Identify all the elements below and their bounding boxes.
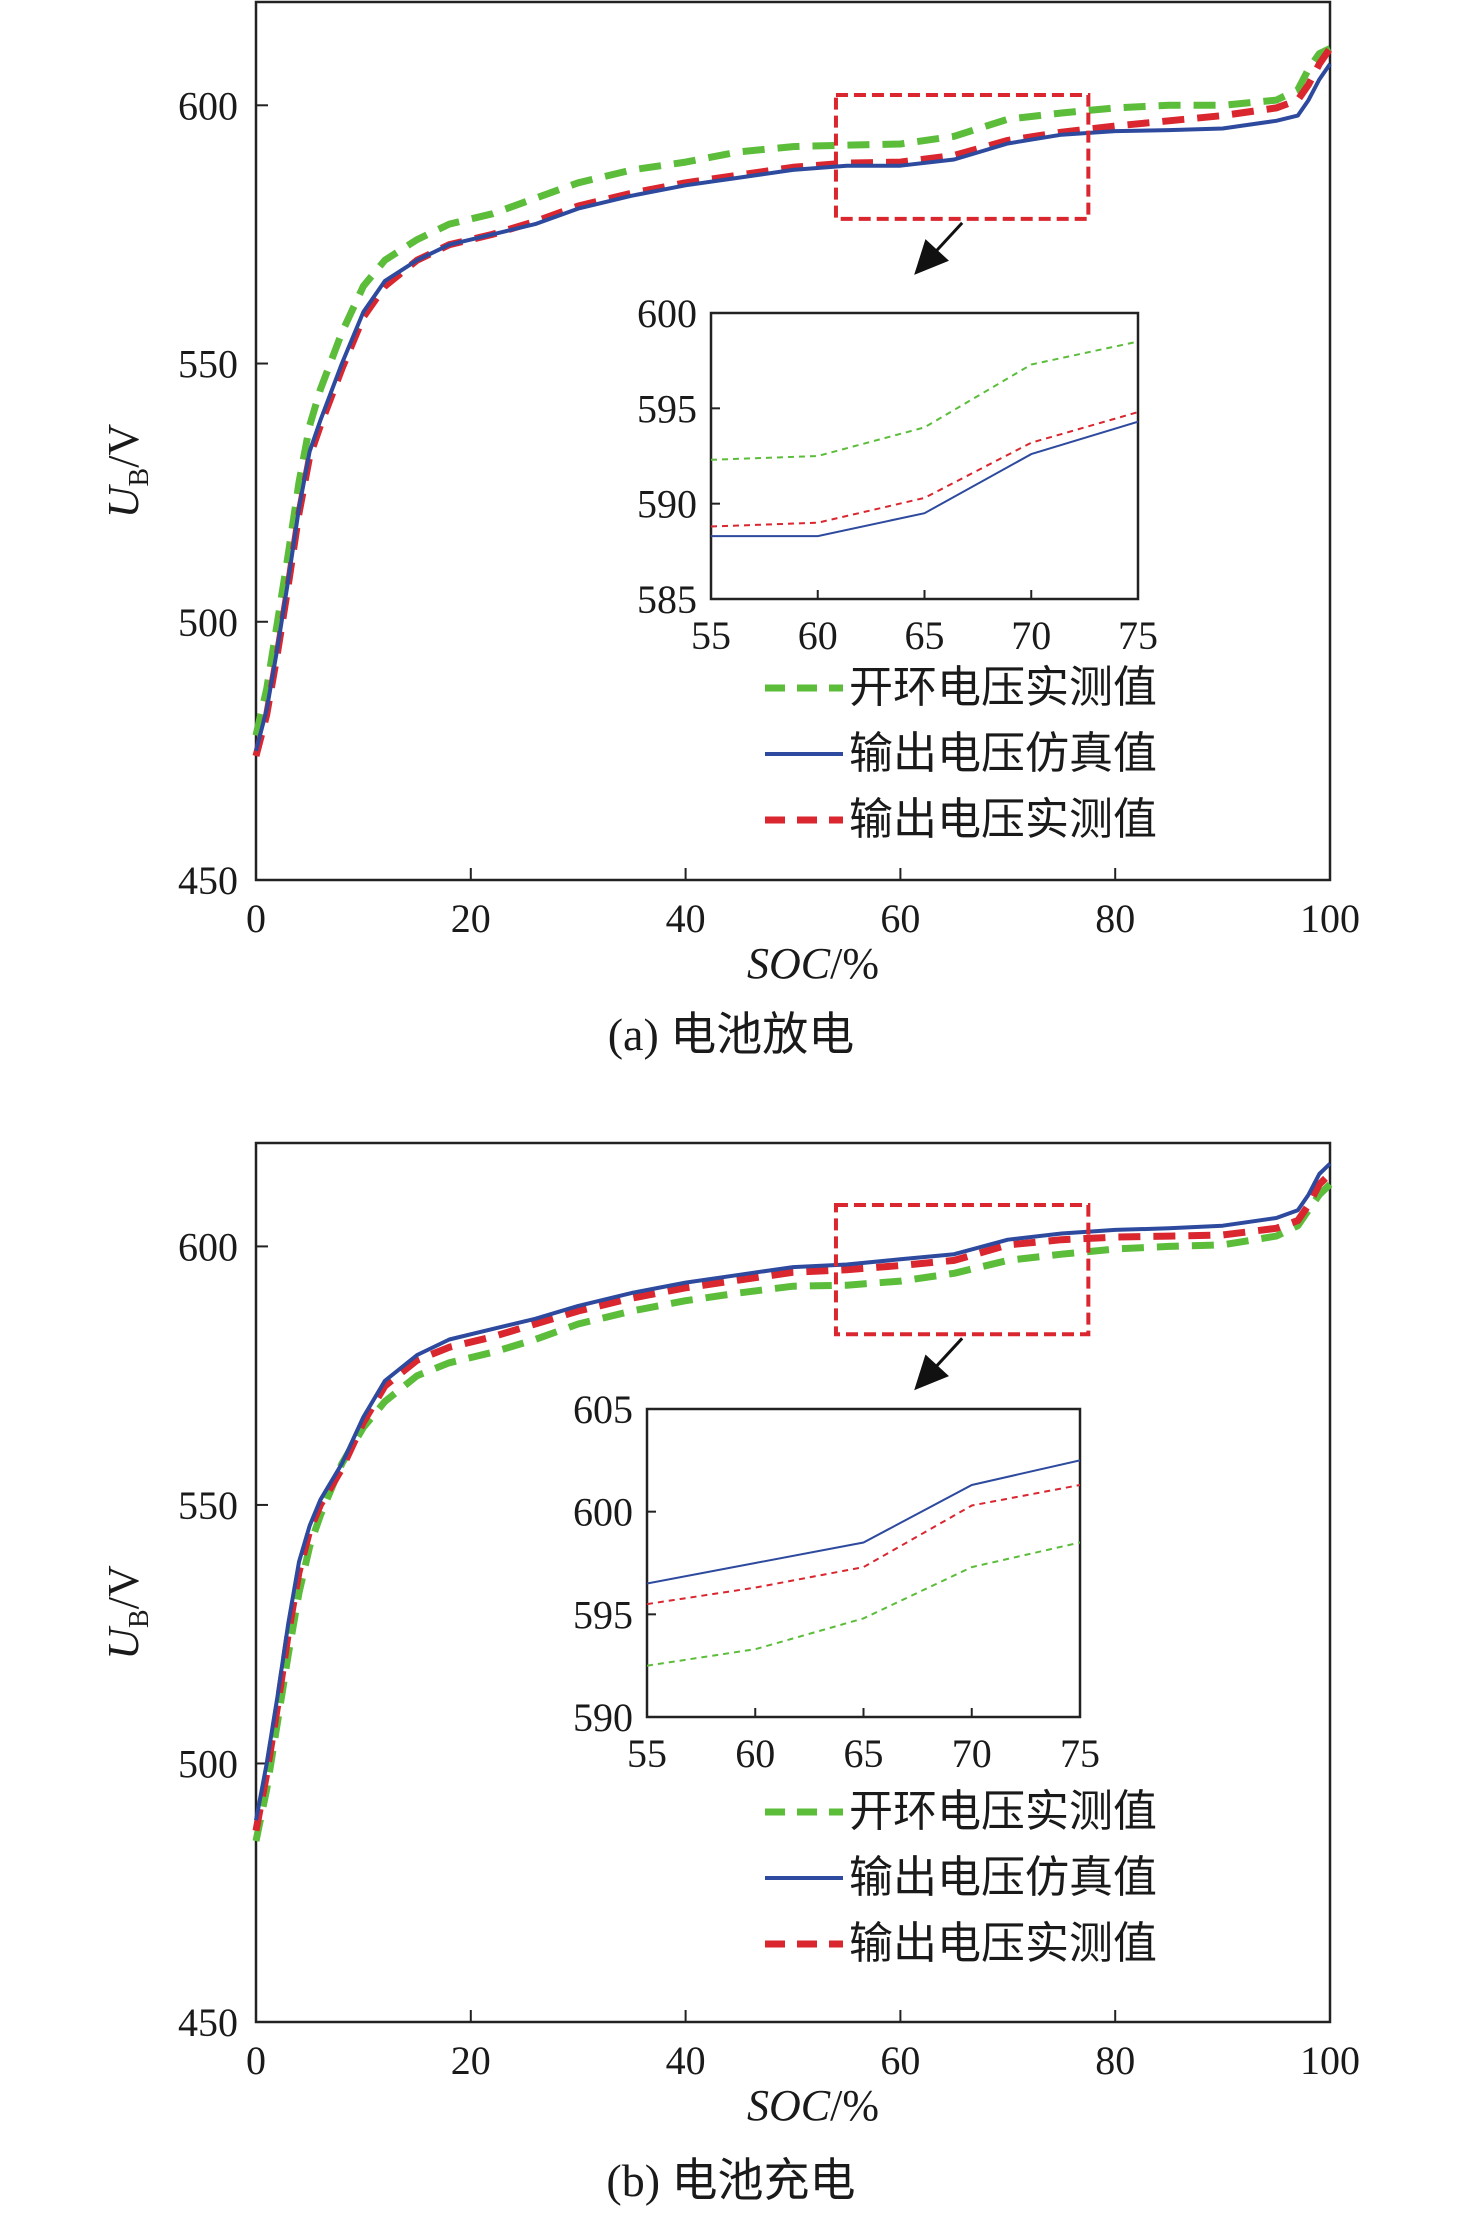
- legend-label: 开环电压实测值: [849, 1786, 1157, 1837]
- zoom-region-box: [833, 1203, 1091, 1337]
- series-line-output-simulated: [254, 1162, 1332, 1821]
- inset-x-tick-label: 65: [905, 613, 945, 658]
- x-tick-label: 80: [1095, 2038, 1135, 2083]
- main-plot-a: 0 20 40 60 80 100 450 500 550 600 UB/V SOC/%: [99, 0, 1360, 988]
- zoom-box-b: [833, 1203, 1091, 1391]
- main-plot-b: 0 20 40 60 80 100 450 500 550 600 UB/V SOC/%: [99, 1141, 1360, 2130]
- inset-y-tick-label: 585: [637, 577, 697, 622]
- panel-b: 0 20 40 60 80 100 450 500 550 600 UB/V SOC/% 55 60 65…: [99, 1141, 1360, 2206]
- inset-y-tick-label: 590: [573, 1695, 633, 1740]
- x-tick-label: 20: [451, 896, 491, 941]
- legend-label: 输出电压仿真值: [849, 728, 1157, 779]
- y-axis-label-main: U: [99, 1625, 148, 1660]
- x-tick-label: 60: [880, 2038, 920, 2083]
- y-tick-label: 500: [178, 1741, 238, 1786]
- legend-label: 输出电压实测值: [849, 1918, 1157, 1969]
- x-axis-label: SOC/%: [747, 2081, 879, 2130]
- inset-series-line-output-simulated: [711, 420, 1138, 538]
- inset-x-tick-label: 60: [798, 613, 838, 658]
- x-tick-label: 0: [246, 896, 266, 941]
- inset-x-tick-label: 65: [844, 1731, 884, 1776]
- y-tick-label: 500: [178, 600, 238, 645]
- y-tick-label: 450: [178, 2000, 238, 2045]
- x-tick-label: 80: [1095, 896, 1135, 941]
- inset-series-line-output-measured: [711, 411, 1138, 528]
- x-tick-label: 20: [451, 2038, 491, 2083]
- inset-y-tick-label: 595: [637, 386, 697, 431]
- x-tick-label: 40: [666, 896, 706, 941]
- plot-frame: [254, 0, 1332, 882]
- x-tick-label: 0: [246, 2038, 266, 2083]
- y-tick-label: 450: [178, 858, 238, 903]
- inset-x-tick-label: 55: [691, 613, 731, 658]
- inset-x-tick-label: 70: [952, 1731, 992, 1776]
- y-axis-label-unit: /V: [99, 1565, 148, 1609]
- inset-y-tick-label: 590: [637, 482, 697, 527]
- series-line-open-circuit-measured: [252, 45, 1332, 737]
- y-axis-label: UB/V: [99, 424, 155, 519]
- series-line-open-circuit-measured: [252, 1181, 1333, 1842]
- inset-y-tick-label: 600: [573, 1490, 633, 1535]
- series-line-output-measured: [252, 46, 1333, 757]
- y-tick-label: 600: [178, 1224, 238, 1269]
- x-axis-label-unit: /%: [830, 2081, 879, 2130]
- inset-x-tick-label: 75: [1118, 613, 1158, 658]
- inset-series-line-open-circuit-measured: [711, 340, 1138, 461]
- x-axis-label-unit: /%: [830, 939, 879, 988]
- plot-frame: [254, 1141, 1332, 2024]
- y-axis-label-unit: /V: [99, 424, 148, 468]
- inset-frame: [709, 311, 1140, 601]
- panel-a: 0 20 40 60 80 100 450 500 550 600 UB/V SOC/% 55 60 65…: [99, 0, 1360, 1060]
- x-tick-label: 60: [880, 896, 920, 941]
- legend-label: 开环电压实测值: [849, 662, 1157, 713]
- x-axis-label: SOC/%: [747, 939, 879, 988]
- x-axis-label-main: SOC: [747, 939, 831, 988]
- x-tick-label: 100: [1300, 2038, 1360, 2083]
- y-axis-label: UB/V: [99, 1565, 155, 1660]
- series-line-output-simulated: [254, 62, 1332, 752]
- caption-b: (b) 电池充电: [606, 2155, 855, 2206]
- zoom-region-box: [833, 92, 1091, 221]
- inset-series-line-output-simulated: [647, 1459, 1080, 1585]
- inset-x-tick-label: 70: [1011, 613, 1051, 658]
- zoom-arrow-head: [914, 1354, 949, 1391]
- legend-label: 输出电压仿真值: [849, 1852, 1157, 1903]
- inset-series-line-open-circuit-measured: [647, 1541, 1080, 1667]
- zoom-arrow-head: [914, 239, 949, 275]
- inset-x-tick-label: 60: [735, 1731, 775, 1776]
- inset-frame: [645, 1407, 1082, 1719]
- inset-plot-a: 55 60 65 70 75 585 590 595 600: [637, 291, 1158, 658]
- y-tick-label: 550: [178, 342, 238, 387]
- caption-a: (a) 电池放电: [608, 1009, 855, 1060]
- zoom-box-a: [833, 92, 1091, 275]
- y-axis-label-sub: B: [124, 468, 155, 487]
- inset-y-tick-label: 595: [573, 1592, 633, 1637]
- y-axis-label-main: U: [99, 483, 148, 518]
- legend-label: 输出电压实测值: [849, 794, 1157, 845]
- y-tick-label: 600: [178, 83, 238, 128]
- inset-x-tick-label: 55: [627, 1731, 667, 1776]
- inset-x-tick-label: 75: [1060, 1731, 1100, 1776]
- x-tick-label: 40: [666, 2038, 706, 2083]
- inset-y-tick-label: 600: [637, 291, 697, 336]
- x-axis-label-main: SOC: [747, 2081, 831, 2130]
- x-tick-label: 100: [1300, 896, 1360, 941]
- y-tick-label: 550: [178, 1483, 238, 1528]
- y-axis-label-sub: B: [124, 1609, 155, 1628]
- inset-y-tick-label: 605: [573, 1387, 633, 1432]
- inset-plot-b: 55 60 65 70 75 590 595 600 605: [573, 1387, 1100, 1776]
